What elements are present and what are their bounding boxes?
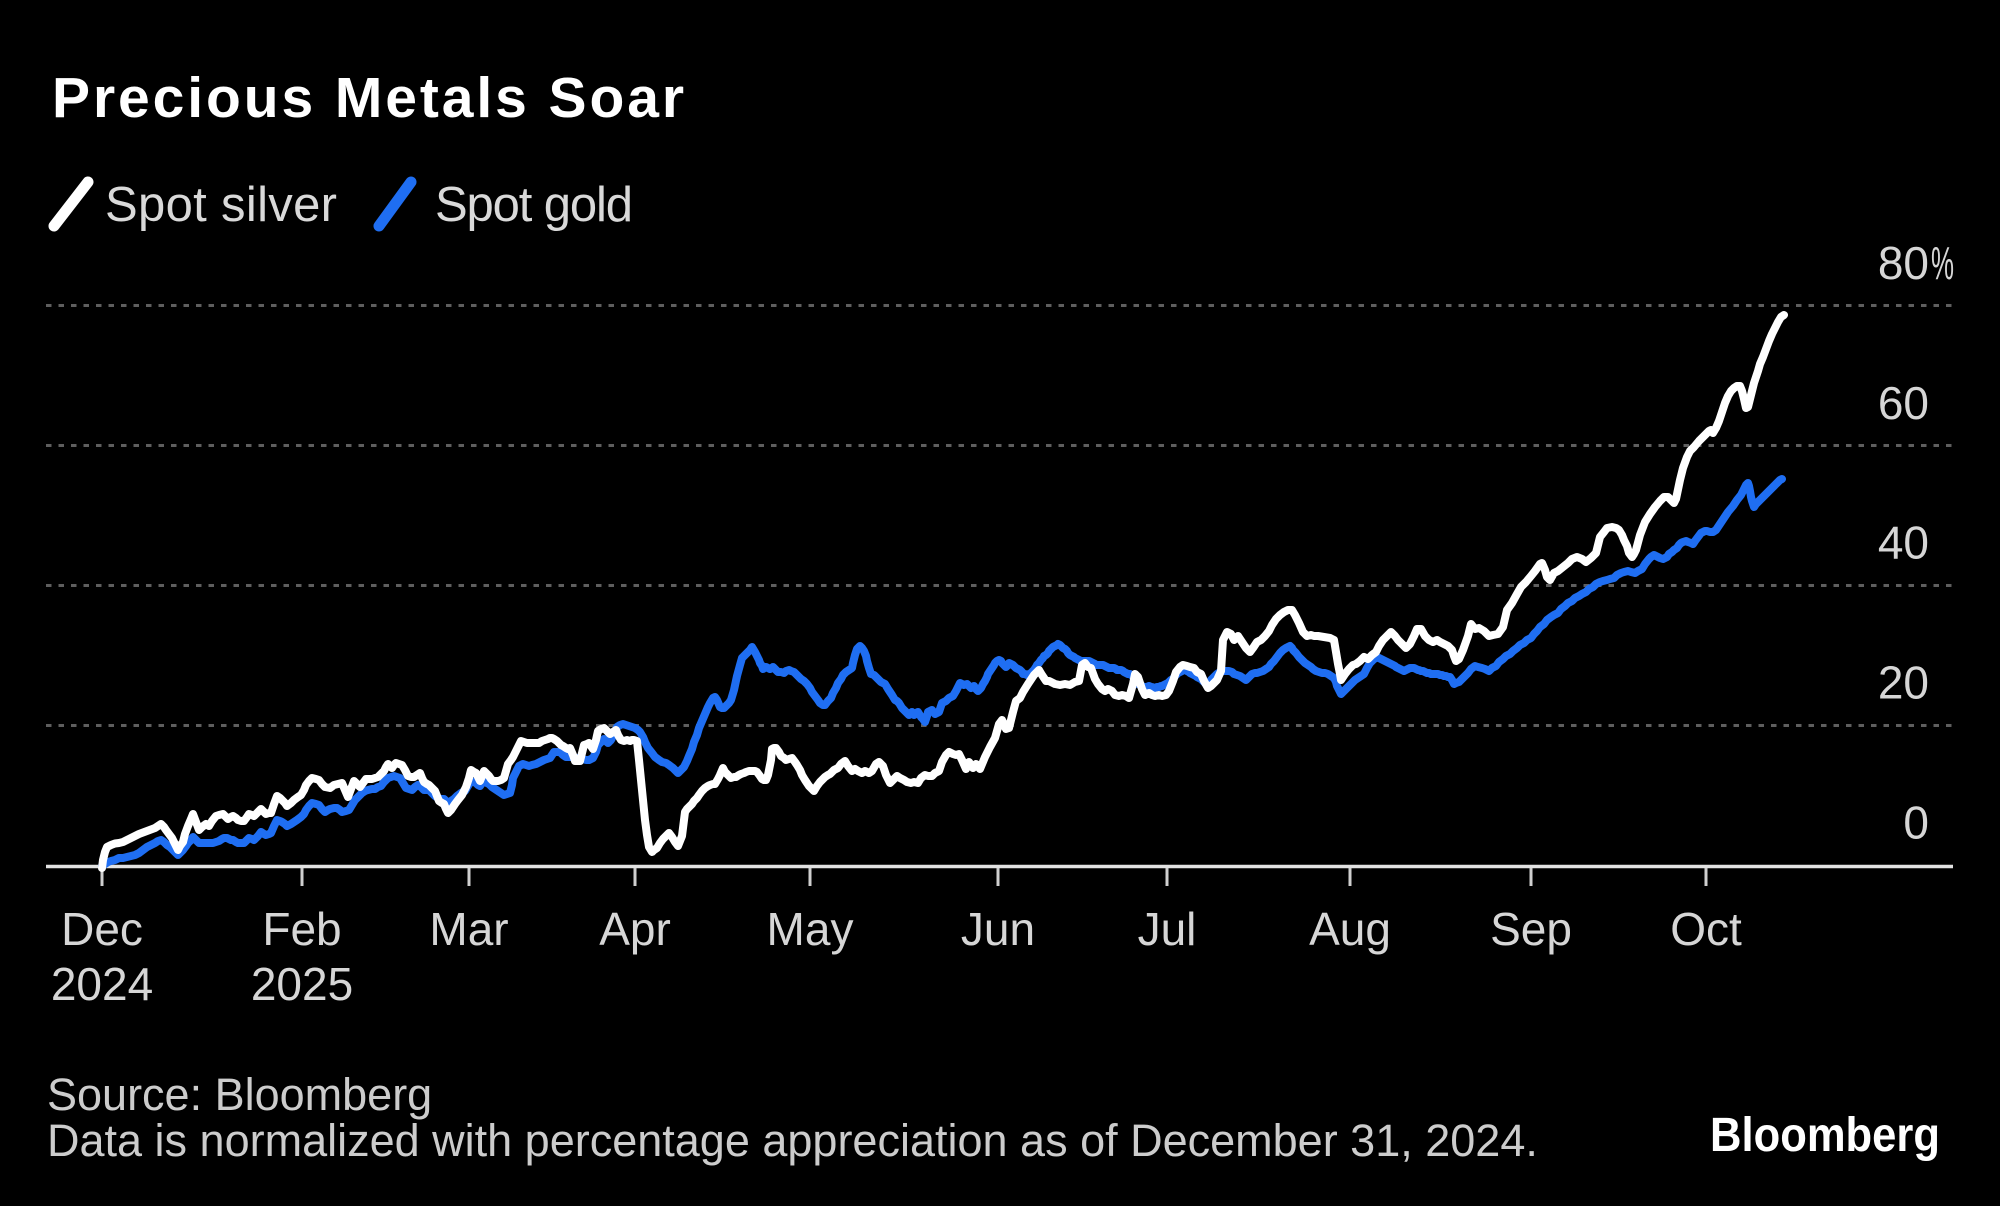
svg-text:Precious Metals Soar: Precious Metals Soar	[52, 66, 684, 130]
svg-text:Spot gold: Spot gold	[435, 178, 633, 232]
svg-text:Data is normalized with percen: Data is normalized with percentage appre…	[47, 1115, 1538, 1166]
svg-text:80: 80	[1878, 237, 1929, 289]
svg-text:Dec: Dec	[61, 903, 143, 955]
svg-text:2024: 2024	[51, 958, 153, 1010]
svg-text:Aug: Aug	[1309, 903, 1391, 955]
svg-text:Feb: Feb	[262, 903, 341, 955]
svg-text:%: %	[1931, 237, 1954, 289]
svg-text:May: May	[767, 903, 854, 955]
svg-text:Spot silver: Spot silver	[105, 178, 337, 232]
svg-text:Jun: Jun	[961, 903, 1035, 955]
svg-text:2025: 2025	[251, 958, 353, 1010]
svg-text:20: 20	[1878, 657, 1929, 709]
svg-text:Sep: Sep	[1490, 903, 1572, 955]
svg-text:40: 40	[1878, 517, 1929, 569]
svg-text:Bloomberg: Bloomberg	[1710, 1109, 1940, 1162]
svg-text:0: 0	[1903, 797, 1929, 849]
svg-text:60: 60	[1878, 377, 1929, 429]
svg-text:Mar: Mar	[429, 903, 508, 955]
svg-text:Apr: Apr	[599, 903, 671, 955]
svg-text:Jul: Jul	[1138, 903, 1197, 955]
svg-text:Source: Bloomberg: Source: Bloomberg	[47, 1069, 432, 1120]
svg-text:Oct: Oct	[1670, 903, 1742, 955]
